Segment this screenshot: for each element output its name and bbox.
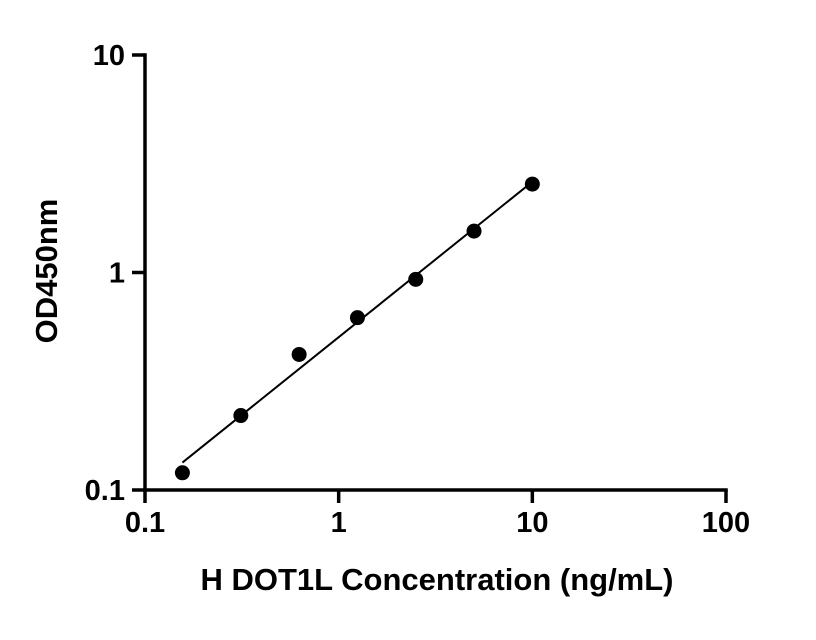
x-tick-label: 100 [702,507,750,539]
y-axis-title: OD450nm [29,199,64,344]
x-tick-label: 0.1 [125,507,165,539]
axes: 0.1 1 10 100 0.1 1 10 [85,40,751,539]
x-tick-label: 10 [516,507,548,539]
data-point [349,310,365,326]
y-tick-label: 0.1 [85,475,125,507]
y-tick-label: 10 [93,40,125,72]
data-series [174,176,540,481]
axis-spine [143,53,728,492]
x-tick-label: 1 [331,507,347,539]
x-axis-title: H DOT1L Concentration (ng/mL) [200,562,673,597]
data-point [408,271,424,287]
data-point [524,176,540,192]
data-point [466,223,482,239]
data-point [291,346,307,362]
y-tick-label: 1 [109,258,125,290]
data-point [174,465,190,481]
data-point [233,408,249,424]
